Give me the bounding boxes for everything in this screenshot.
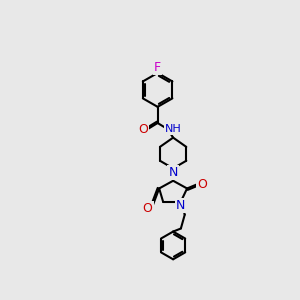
Text: F: F [154, 61, 161, 74]
Text: O: O [138, 123, 148, 136]
Text: O: O [197, 178, 207, 191]
Text: N: N [176, 199, 186, 212]
Text: N: N [168, 166, 178, 179]
Text: NH: NH [165, 124, 182, 134]
Text: O: O [142, 202, 152, 215]
